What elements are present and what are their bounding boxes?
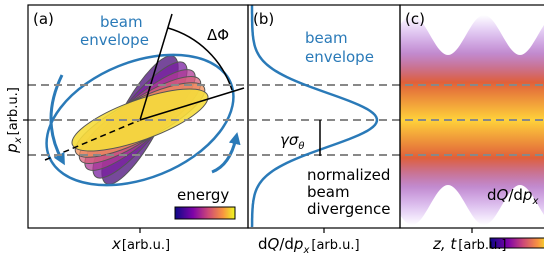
colorbar-label: dQ/dpx xyxy=(487,186,538,207)
x-axis-label: z, t[arb.u.] xyxy=(432,235,507,253)
note: divergence xyxy=(307,200,390,218)
panel-tag: (a) xyxy=(33,10,54,28)
envelope-label: envelope xyxy=(305,48,374,66)
angle-label: ΔΦ xyxy=(207,26,229,44)
energy-colorbar xyxy=(175,207,235,219)
figure: (a) beam envelope ΔΦ energy x[arb.u.] (b… xyxy=(0,0,544,255)
note: beam xyxy=(307,183,350,201)
x-axis-label: x[arb.u.] xyxy=(111,235,170,253)
panel-tag: (c) xyxy=(405,10,425,28)
note: normalized xyxy=(307,166,390,184)
panel-tag: (b) xyxy=(253,10,274,28)
envelope-label: beam xyxy=(305,29,348,47)
envelope-label: envelope xyxy=(80,31,149,49)
width-label: γσθ xyxy=(280,131,305,152)
x-axis-label: dQ/dpx[arb.u.] xyxy=(258,235,360,255)
colorbar-label: energy xyxy=(177,186,229,204)
envelope-label: beam xyxy=(100,13,143,31)
y-axis-label: px[arb.u.] xyxy=(3,87,24,154)
